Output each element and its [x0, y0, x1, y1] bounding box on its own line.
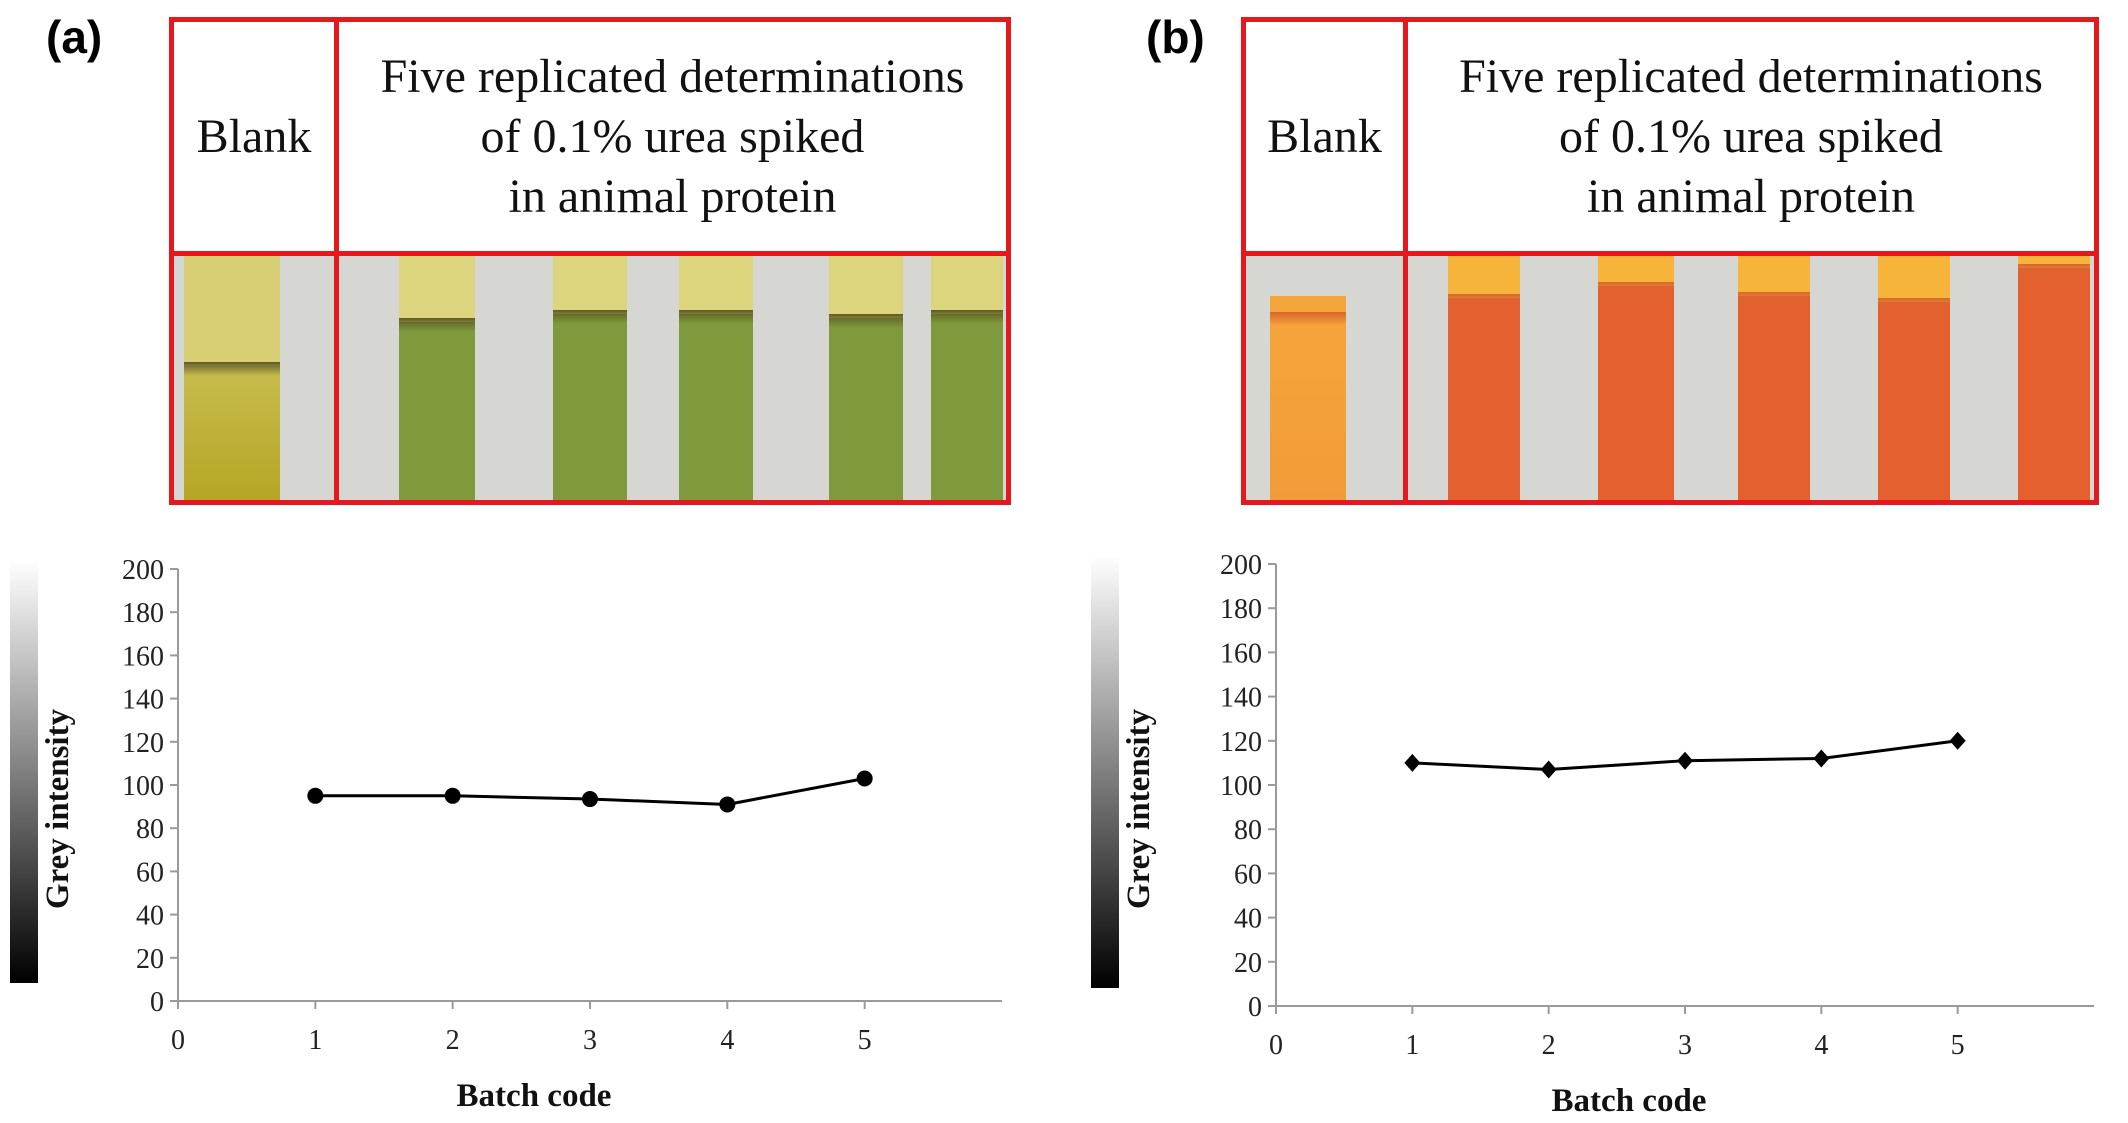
sample-strip-photo [339, 256, 1006, 500]
data-point [1677, 751, 1693, 770]
sample-test-strip [399, 256, 475, 500]
x-tick-label: 3 [583, 1025, 597, 1056]
row-divider [1246, 251, 2094, 256]
sample-header: Five replicated determinations of 0.1% u… [380, 49, 965, 223]
data-point [444, 787, 461, 804]
data-point [1540, 760, 1557, 779]
x-axis-title: Batch code [457, 1078, 612, 1114]
header-divider [334, 22, 339, 251]
x-tick-label: 2 [446, 1025, 460, 1056]
data-point [582, 791, 598, 808]
y-tick-label: 180 [122, 598, 164, 629]
blank-test-strip [184, 256, 280, 500]
y-tick-label: 80 [1234, 815, 1262, 846]
sample-test-strip [1878, 256, 1950, 500]
x-tick-label: 2 [1542, 1030, 1556, 1061]
blank-strip-photo [174, 256, 334, 500]
y-tick-label: 20 [136, 944, 164, 975]
greyscale-bar [1091, 556, 1119, 988]
sample-test-strip [829, 256, 903, 500]
y-tick-label: 80 [136, 814, 164, 845]
y-tick-label: 60 [1234, 859, 1262, 890]
x-tick-label: 5 [858, 1025, 872, 1056]
column-divider [1403, 251, 1408, 500]
data-point [1949, 731, 1966, 750]
y-tick-label: 0 [150, 987, 164, 1018]
sample-test-strip [1448, 256, 1520, 500]
y-tick-label: 0 [1248, 992, 1262, 1023]
data-point [1813, 749, 1830, 768]
blank-test-strip [1270, 296, 1346, 500]
x-tick-label: 1 [1405, 1030, 1419, 1061]
sample-test-strip [1598, 256, 1674, 500]
sample-test-strip [679, 256, 753, 500]
sample-strip-photo [1408, 256, 2094, 500]
data-point [1404, 753, 1421, 772]
y-tick-label: 100 [122, 771, 164, 802]
data-point [307, 787, 324, 804]
sample-header: Five replicated determinations of 0.1% u… [1459, 49, 2043, 223]
panel-b: (b) Blank Five replicated determinations… [1064, 0, 2128, 1123]
y-tick-label: 120 [1220, 727, 1262, 758]
photo-frame: Blank Five replicated determinations of … [169, 17, 1011, 505]
x-tick-label: 0 [1269, 1030, 1283, 1061]
x-tick-label: 0 [171, 1025, 185, 1056]
sample-test-strip [1738, 256, 1810, 500]
y-tick-label: 140 [1220, 683, 1262, 714]
x-axis-title: Batch code [1552, 1083, 1707, 1119]
blank-strip-photo [1246, 256, 1403, 500]
photo-frame: Blank Five replicated determinations of … [1241, 17, 2099, 505]
panel-a: (a) Blank Five replicated determinations… [10, 11, 1011, 1114]
sample-test-strip [2018, 256, 2090, 500]
grey-intensity-chart-b: 0 20 40 60 80 100 120 140 160 180 200 0 1 2 3 4 5 Batch c… [1091, 550, 2094, 1119]
y-tick-label: 160 [1220, 638, 1262, 669]
y-axis-title: Grey intensity [1121, 708, 1157, 909]
x-tick-label: 4 [1814, 1030, 1828, 1061]
x-tick-label: 3 [1678, 1030, 1692, 1061]
grey-intensity-chart-a: 0 20 40 60 80 100 120 140 160 180 200 0 1 2 3 4 5 Batch c… [10, 555, 1002, 1114]
y-axis-title: Grey intensity [40, 708, 76, 909]
row-divider [174, 251, 1006, 256]
panel-label: (a) [46, 11, 103, 63]
blank-header: Blank [1267, 110, 1382, 163]
y-tick-label: 200 [1220, 550, 1262, 581]
column-divider [334, 251, 339, 500]
sample-test-strip [931, 256, 1003, 500]
y-tick-label: 160 [122, 641, 164, 672]
y-tick-label: 100 [1220, 771, 1262, 802]
y-tick-label: 120 [122, 728, 164, 759]
sample-test-strip [553, 256, 627, 500]
y-tick-label: 180 [1220, 594, 1262, 625]
greyscale-bar [10, 561, 38, 983]
x-tick-label: 4 [720, 1025, 734, 1056]
y-tick-label: 140 [122, 685, 164, 716]
data-point [719, 796, 736, 813]
header-divider [1403, 22, 1408, 251]
y-tick-label: 60 [136, 857, 164, 888]
x-tick-label: 5 [1951, 1030, 1965, 1061]
y-tick-label: 20 [1234, 948, 1262, 979]
data-point [856, 770, 873, 787]
y-tick-label: 200 [122, 555, 164, 586]
x-tick-label: 1 [308, 1025, 322, 1056]
blank-header: Blank [196, 110, 312, 163]
y-tick-label: 40 [1234, 904, 1262, 935]
y-tick-label: 40 [136, 901, 164, 932]
panel-label: (b) [1146, 11, 1205, 63]
